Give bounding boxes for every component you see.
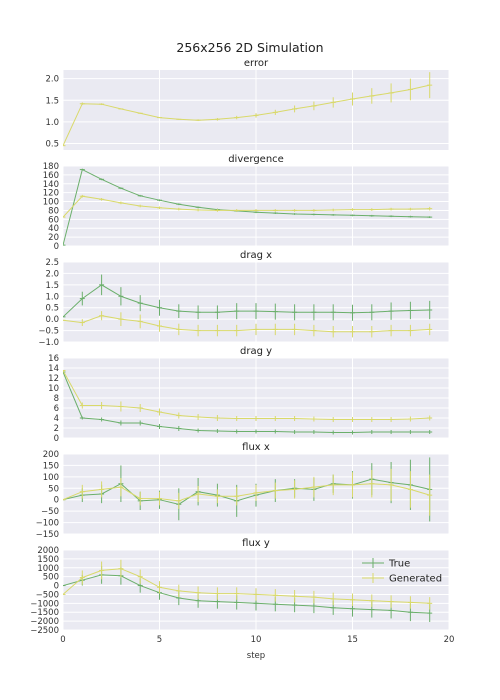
series-line-generated <box>63 483 430 502</box>
y-tick-label: 8 <box>54 394 59 404</box>
y-tick-label: 180 <box>43 162 59 172</box>
panel-title: drag x <box>240 250 272 261</box>
series-line-true <box>63 371 430 433</box>
panel-title: divergence <box>228 154 284 165</box>
panel-drag-x: −1.0−0.5 0.00.5 1.01.5 2.02.5 drag x <box>38 250 450 348</box>
panel-error: 0.5 1.0 1.5 2.0 error <box>45 58 450 150</box>
y-tick-label: 1000 <box>37 564 59 574</box>
legend: True Generated <box>362 558 442 585</box>
y-tick-label: 20 <box>48 233 59 243</box>
series-group <box>63 168 433 246</box>
y-tick-label: 0 <box>54 582 59 592</box>
series-line-true <box>63 284 430 318</box>
panel-title: drag y <box>240 346 272 357</box>
y-tick-label: 100 <box>43 473 59 483</box>
y-tick-label: −2500 <box>30 626 59 636</box>
series-line-true <box>63 574 430 614</box>
y-tick-label: 16 <box>48 354 59 364</box>
y-tick-label: 2000 <box>37 546 59 556</box>
x-tick-label: 20 <box>444 635 455 645</box>
y-tick-label: 0.5 <box>45 304 59 314</box>
x-axis-label: step <box>247 651 265 661</box>
y-tick-label: 0 <box>54 496 59 506</box>
y-tick-label: 0.0 <box>45 315 59 325</box>
y-tick-label: 1.5 <box>45 281 59 291</box>
y-tick-label: 0.5 <box>45 140 59 150</box>
y-tick-label: 1.5 <box>45 96 59 106</box>
y-tick-label: 0 <box>54 434 59 444</box>
y-tick-label: 2 <box>54 424 59 434</box>
y-tick-label: 40 <box>48 224 59 234</box>
panel-title: flux x <box>242 442 270 453</box>
panel-title: flux y <box>242 538 270 549</box>
y-tick-label: 150 <box>43 461 59 471</box>
series-group <box>63 559 433 622</box>
y-tick-label: 140 <box>43 180 59 190</box>
y-tick-label: −50 <box>41 507 59 517</box>
legend-label-true: True <box>388 559 410 570</box>
y-tick-label: −0.5 <box>38 327 59 337</box>
y-tick-label: 200 <box>43 450 59 460</box>
series-group <box>63 274 433 338</box>
series-group <box>63 457 433 522</box>
series-line-generated <box>63 568 430 604</box>
y-tick-label: 100 <box>43 198 59 208</box>
series-line-true <box>63 168 430 246</box>
y-tick-label: 10 <box>48 384 59 394</box>
y-tick-label: −2000 <box>30 617 59 627</box>
y-tick-label: −1000 <box>30 599 59 609</box>
y-tick-label: 4 <box>54 414 59 424</box>
y-tick-label: 2.0 <box>45 269 59 279</box>
y-tick-label: 14 <box>48 364 59 374</box>
figure-title: 256x256 2D Simulation <box>176 40 323 55</box>
y-tick-label: 2.0 <box>45 75 59 85</box>
panel-flux-y: −2500−2000−1500−1000−5000500100015002000… <box>30 538 454 645</box>
x-tick-label: 15 <box>347 635 358 645</box>
y-tick-label: 120 <box>43 189 59 199</box>
y-tick-label: −1.0 <box>38 338 59 348</box>
y-tick-label: −1500 <box>30 608 59 618</box>
y-tick-label: 1500 <box>37 555 59 565</box>
y-tick-label: 0 <box>54 242 59 252</box>
x-tick-label: 5 <box>157 635 162 645</box>
y-tick-label: −500 <box>36 590 59 600</box>
y-tick-label: 12 <box>48 374 59 384</box>
series-group <box>63 72 433 147</box>
series-line-generated <box>63 370 430 420</box>
legend-label-generated: Generated <box>389 574 442 585</box>
series-line-generated <box>63 195 430 218</box>
y-tick-label: 6 <box>54 404 59 414</box>
y-tick-label: 1.0 <box>45 292 59 302</box>
series-line-generated <box>63 84 430 146</box>
x-tick-label: 10 <box>251 635 262 645</box>
series-line-true <box>63 478 430 505</box>
panel-title: error <box>244 58 269 69</box>
y-tick-label: 60 <box>48 215 59 225</box>
x-tick-label: 0 <box>60 635 65 645</box>
series-group <box>63 370 433 435</box>
y-tick-label: 80 <box>48 206 59 216</box>
y-tick-label: −150 <box>36 530 59 540</box>
y-tick-label: 160 <box>43 171 59 181</box>
y-tick-label: 50 <box>48 484 59 494</box>
y-tick-label: 1.0 <box>45 118 59 128</box>
y-tick-label: 500 <box>43 573 59 583</box>
series-line-generated <box>63 315 430 333</box>
y-tick-label: −100 <box>36 519 59 529</box>
y-tick-label: 2.5 <box>45 258 59 268</box>
